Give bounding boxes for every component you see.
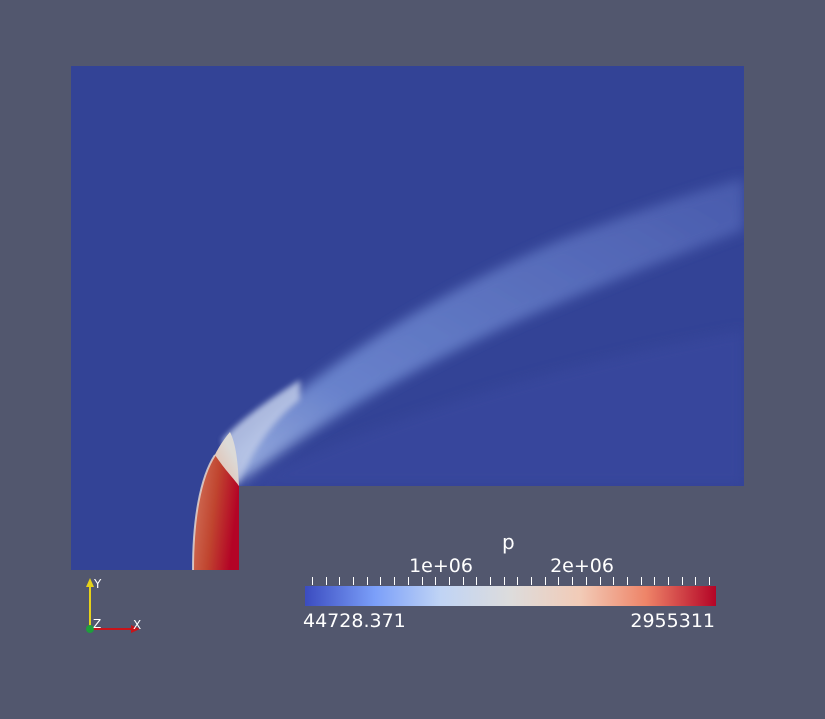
scalar-bar-tick [654, 577, 656, 585]
scalar-bar-range-max: 2955311 [630, 610, 715, 632]
scalar-bar-tick [448, 577, 450, 585]
scalar-bar-tick [709, 577, 710, 585]
scalar-bar-tick [681, 577, 683, 585]
scalar-bar-tick [585, 577, 587, 585]
scalar-bar-tick [626, 577, 628, 585]
axis-z-label: Z [93, 617, 102, 631]
scalar-bar-colorbar[interactable] [305, 586, 716, 606]
scalar-bar-tick [421, 577, 423, 585]
scalar-bar-tick [353, 577, 355, 585]
scalar-bar-tick [544, 577, 546, 585]
scalar-bar-tick [462, 577, 464, 585]
scalar-bar-tick [476, 577, 478, 585]
scalar-bar-tick [558, 577, 560, 585]
scalar-bar-tick [435, 577, 437, 585]
scalar-bar-tick [490, 577, 491, 585]
scalar-bar-tick [312, 577, 313, 585]
orientation-axes-icon [86, 578, 140, 633]
scalar-bar-title: p [502, 530, 515, 554]
scalar-bar-tick [394, 577, 396, 585]
plume-band [232, 178, 744, 484]
orientation-axes[interactable]: Y Z X [80, 574, 150, 638]
scalar-bar-tick [503, 577, 505, 585]
scalar-bar-range-min: 44728.371 [303, 610, 406, 632]
scalar-bar-tick [695, 577, 697, 585]
scalar-bar-tick [613, 577, 615, 585]
scalar-bar-ticks [305, 577, 716, 586]
axis-x-label: X [133, 618, 142, 632]
scalar-bar-tick [366, 577, 368, 585]
scalar-bar-tick-label: 2e+06 [550, 555, 614, 577]
scalar-bar-tick [572, 577, 574, 585]
scalar-bar-tick [599, 577, 601, 585]
scalar-bar-tick [339, 577, 341, 585]
scalar-bar-tick [640, 577, 642, 585]
scalar-bar-tick-label: 1e+06 [409, 555, 473, 577]
scalar-bar-tick [531, 577, 532, 585]
scalar-bar-tick [407, 577, 409, 585]
scalar-bar-tick [325, 577, 327, 585]
scalar-bar-tick [380, 577, 382, 585]
scalar-bar-tick [517, 577, 519, 585]
nozzle-core [193, 455, 239, 570]
scalar-bar-tick [667, 577, 669, 585]
axis-y-label: Y [94, 577, 102, 591]
